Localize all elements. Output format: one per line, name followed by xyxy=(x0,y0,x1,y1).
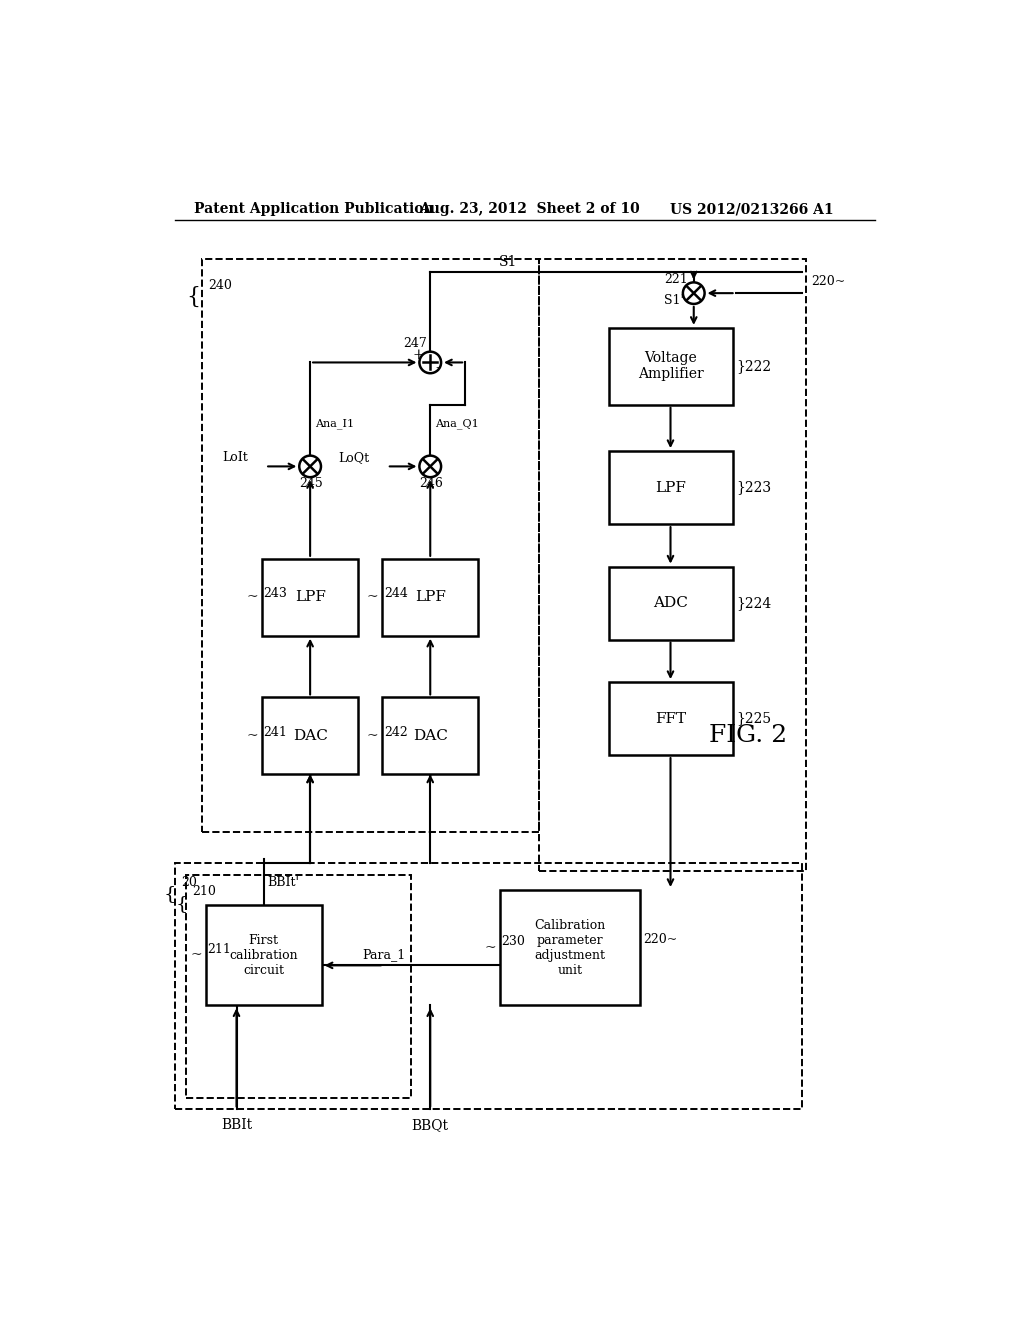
Text: BBIt: BBIt xyxy=(221,1118,252,1131)
Text: DAC: DAC xyxy=(413,729,447,743)
Text: First
calibration
circuit: First calibration circuit xyxy=(229,933,298,977)
Text: ~: ~ xyxy=(190,948,202,962)
Text: Para_1: Para_1 xyxy=(362,948,406,961)
Text: LPF: LPF xyxy=(655,480,686,495)
Bar xyxy=(206,906,322,1006)
Text: 247: 247 xyxy=(403,337,427,350)
Text: 220~: 220~ xyxy=(643,933,678,946)
Bar xyxy=(186,874,411,1098)
Text: 20: 20 xyxy=(180,875,197,888)
Text: BBIt': BBIt' xyxy=(267,875,299,888)
Bar xyxy=(608,566,732,640)
Text: Patent Application Publication: Patent Application Publication xyxy=(194,202,433,216)
Bar xyxy=(608,451,732,524)
Text: LPF: LPF xyxy=(415,590,445,605)
Text: {: { xyxy=(186,286,200,308)
Text: Aug. 23, 2012  Sheet 2 of 10: Aug. 23, 2012 Sheet 2 of 10 xyxy=(419,202,639,216)
Text: FIG. 2: FIG. 2 xyxy=(709,725,787,747)
Text: Ana_I1: Ana_I1 xyxy=(314,418,354,429)
Text: }224: }224 xyxy=(736,597,772,610)
Text: Voltage
Amplifier: Voltage Amplifier xyxy=(638,351,703,381)
Text: BBQt: BBQt xyxy=(412,1118,449,1131)
Text: 211: 211 xyxy=(207,942,231,956)
Text: LoIt: LoIt xyxy=(222,450,248,463)
Bar xyxy=(608,682,732,755)
Bar xyxy=(174,863,802,1109)
Text: 210: 210 xyxy=(193,884,216,898)
Bar xyxy=(382,697,478,775)
Text: ~: ~ xyxy=(247,590,258,605)
Bar xyxy=(202,259,539,832)
Text: 245: 245 xyxy=(299,477,323,490)
Text: LoQt: LoQt xyxy=(339,450,370,463)
Bar xyxy=(262,558,358,636)
Text: {: { xyxy=(175,895,187,912)
Circle shape xyxy=(683,282,705,304)
Text: 244: 244 xyxy=(384,587,408,601)
Bar xyxy=(500,890,640,1006)
Text: ~: ~ xyxy=(367,590,378,605)
Bar xyxy=(262,697,358,775)
Text: ~: ~ xyxy=(484,941,496,954)
Circle shape xyxy=(420,351,441,374)
Text: }222: }222 xyxy=(736,359,771,374)
Text: }225: }225 xyxy=(736,711,771,726)
Text: +: + xyxy=(412,347,424,362)
Text: 220~: 220~ xyxy=(811,275,845,288)
Text: LPF: LPF xyxy=(295,590,326,605)
Text: 242: 242 xyxy=(384,726,408,739)
Text: US 2012/0213266 A1: US 2012/0213266 A1 xyxy=(671,202,835,216)
Text: {: { xyxy=(164,884,176,903)
Text: S1: S1 xyxy=(499,255,517,268)
Text: -: - xyxy=(435,362,440,376)
Text: 241: 241 xyxy=(263,726,288,739)
Circle shape xyxy=(299,455,321,478)
Text: S1': S1' xyxy=(665,294,684,308)
Text: 243: 243 xyxy=(263,587,288,601)
Bar xyxy=(608,327,732,405)
Bar xyxy=(539,259,806,871)
Text: DAC: DAC xyxy=(293,729,328,743)
Text: Calibration
parameter
adjustment
unit: Calibration parameter adjustment unit xyxy=(535,919,605,977)
Bar xyxy=(382,558,478,636)
Text: ~: ~ xyxy=(247,729,258,743)
Text: ADC: ADC xyxy=(653,597,688,610)
Text: 246: 246 xyxy=(420,477,443,490)
Text: 240: 240 xyxy=(208,279,231,292)
Text: 230: 230 xyxy=(502,935,525,948)
Text: ~: ~ xyxy=(367,729,378,743)
Text: Ana_Q1: Ana_Q1 xyxy=(435,418,478,429)
Circle shape xyxy=(420,455,441,478)
Text: 221: 221 xyxy=(665,273,688,286)
Text: }223: }223 xyxy=(736,480,771,495)
Text: FFT: FFT xyxy=(655,711,686,726)
